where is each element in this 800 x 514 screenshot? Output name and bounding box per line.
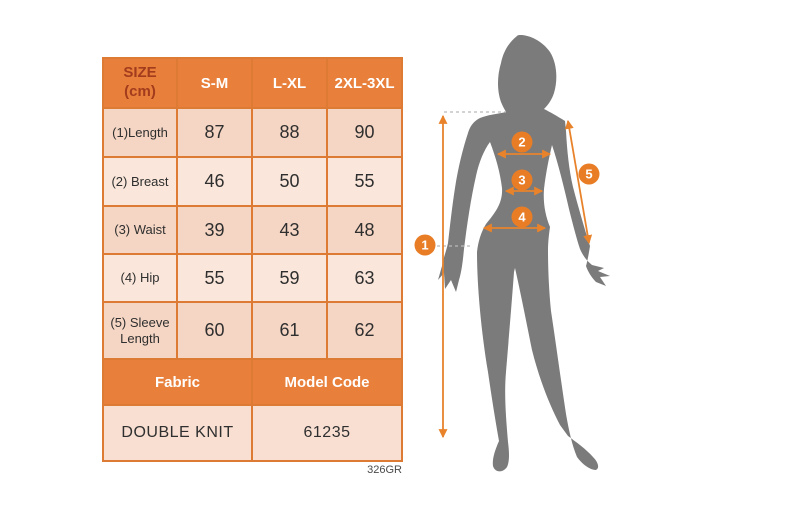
cell-hip-2xl: 63 (328, 255, 401, 301)
cell-hip-l-xl: 59 (253, 255, 326, 301)
footer-header-model-code: Model Code (253, 360, 401, 404)
col-header-size: SIZE (cm) (104, 59, 176, 107)
marker-1-badge: 1 (414, 234, 436, 256)
footer-header-fabric: Fabric (104, 360, 251, 404)
col-header-s-m: S-M (178, 59, 251, 107)
footer-value-fabric: DOUBLE KNIT (104, 406, 251, 460)
size-chart-table: SIZE (cm) S-M L-XL 2XL-3XL (1)Length 87 … (102, 57, 403, 462)
row-label-sleeve: (5) Sleeve Length (104, 303, 176, 358)
measurement-figure: 1 2 3 4 5 (414, 35, 610, 472)
cell-waist-l-xl: 43 (253, 207, 326, 253)
col-header-2xl-3xl: 2XL-3XL (328, 59, 401, 107)
svg-text:4: 4 (518, 210, 526, 225)
cell-sleeve-l-xl: 61 (253, 303, 326, 358)
marker-5-badge: 5 (578, 163, 600, 185)
svg-text:1: 1 (421, 238, 428, 253)
product-code-note: 326GR (367, 464, 402, 476)
footer-value-model-code: 61235 (253, 406, 401, 460)
row-label-waist: (3) Waist (104, 207, 176, 253)
sleeve-measure-line (564, 119, 593, 245)
marker-4-badge: 4 (511, 206, 533, 228)
cell-hip-s-m: 55 (178, 255, 251, 301)
cell-waist-s-m: 39 (178, 207, 251, 253)
cell-sleeve-2xl: 62 (328, 303, 401, 358)
cell-length-l-xl: 88 (253, 109, 326, 156)
cell-length-s-m: 87 (178, 109, 251, 156)
svg-text:5: 5 (585, 167, 592, 182)
cell-sleeve-s-m: 60 (178, 303, 251, 358)
marker-2-badge: 2 (511, 131, 533, 153)
svg-text:2: 2 (518, 135, 525, 150)
row-label-hip: (4) Hip (104, 255, 176, 301)
col-header-l-xl: L-XL (253, 59, 326, 107)
cell-breast-l-xl: 50 (253, 158, 326, 205)
cell-breast-s-m: 46 (178, 158, 251, 205)
row-label-length: (1)Length (104, 109, 176, 156)
cell-waist-2xl: 48 (328, 207, 401, 253)
cell-breast-2xl: 55 (328, 158, 401, 205)
marker-3-badge: 3 (511, 169, 533, 191)
row-label-breast: (2) Breast (104, 158, 176, 205)
woman-silhouette (438, 35, 610, 472)
svg-text:3: 3 (518, 173, 525, 188)
cell-length-2xl: 90 (328, 109, 401, 156)
